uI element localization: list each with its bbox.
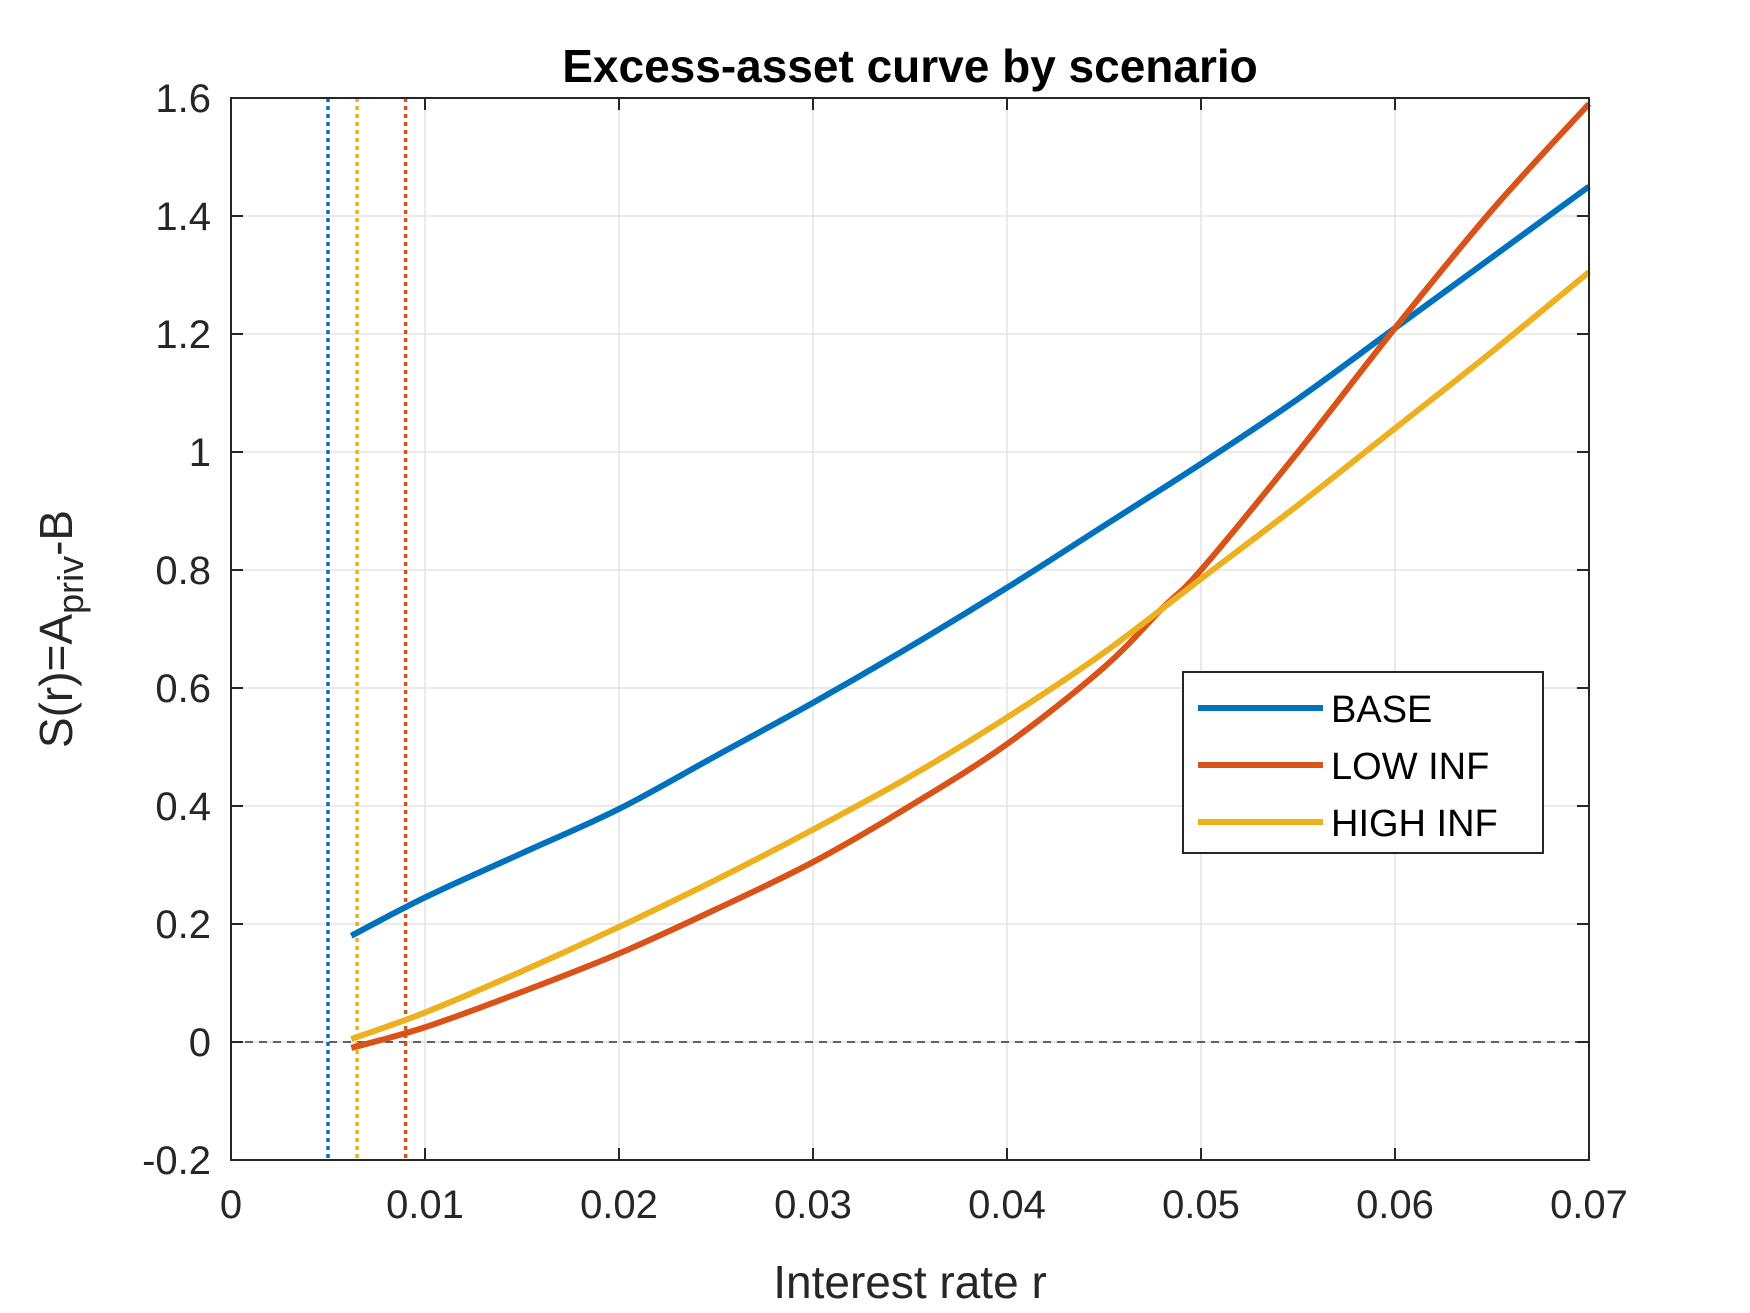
legend-label: HIGH INF [1331,803,1498,845]
y-tick-label: 0.2 [155,903,211,947]
x-tick-label: 0 [220,1183,242,1227]
x-tick-labels: 0 0.01 0.02 0.03 0.04 0.05 0.06 0.07 [220,1183,1628,1227]
legend-label: LOW INF [1331,746,1489,788]
x-axis-label: Interest rate r [773,1256,1047,1308]
y-tick-label: 1.4 [155,195,211,239]
y-tick-label: 1.2 [155,313,211,357]
x-tick-label: 0.05 [1162,1183,1240,1227]
series-line-low-inf [350,101,1592,1051]
x-tick-label: 0.01 [386,1183,464,1227]
axes [230,97,1590,1161]
y-tick-label: 0.6 [155,667,211,711]
x-tick-label: 0.04 [968,1183,1046,1227]
y-tick-label: -0.2 [142,1139,211,1183]
x-tick-label: 0.03 [774,1183,852,1227]
y-axis-label: S(r)=Apriv-B [30,510,91,748]
x-tick-label: 0.02 [580,1183,658,1227]
y-tick-label: 1 [189,431,211,475]
y-tick-labels: -0.2 0 0.2 0.4 0.6 0.8 1 1.2 1.4 1.6 [142,77,211,1183]
y-tick-label: 0.4 [155,785,211,829]
y-tick-label: 1.6 [155,77,211,121]
series-group [349,101,1592,1051]
y-tick-label: 0 [189,1021,211,1065]
plot-area [231,98,1589,1160]
vertical-markers [326,98,408,1160]
y-tick-label: 0.8 [155,549,211,593]
y-axis-label-suffix: -B [30,510,82,556]
legend-label: BASE [1331,689,1432,731]
series-line-high-inf [350,269,1591,1042]
x-tick-label: 0.07 [1550,1183,1628,1227]
ticks [230,97,1590,1161]
y-axis-label-subscript: priv [50,556,91,614]
x-tick-label: 0.06 [1356,1183,1434,1227]
axes-box [230,97,1590,1161]
legend: BASE LOW INF HIGH INF [1182,671,1544,854]
y-axis-label-main: S(r)=A [30,614,82,749]
chart-title: Excess-asset curve by scenario [562,40,1258,92]
